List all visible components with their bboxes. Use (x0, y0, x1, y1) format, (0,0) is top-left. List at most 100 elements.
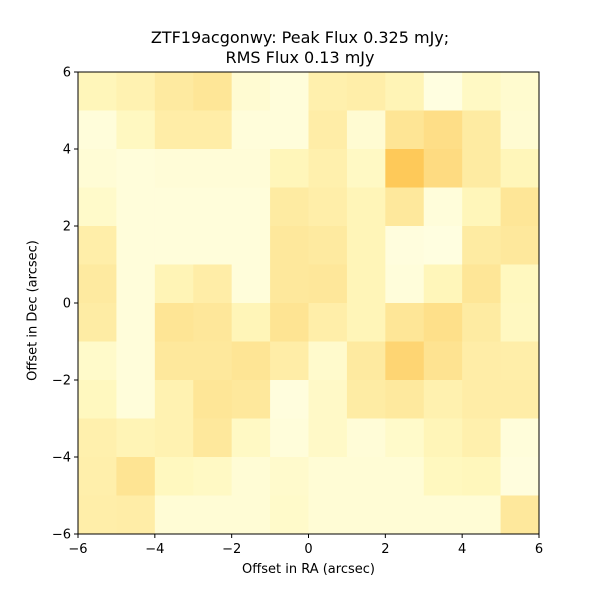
heatmap-cell (423, 187, 463, 227)
heatmap-cell (116, 226, 156, 265)
heatmap-cell (385, 303, 425, 342)
heatmap-cell (423, 226, 463, 265)
heatmap-cell (423, 495, 463, 535)
heatmap-cell (308, 303, 348, 342)
heatmap-cell (231, 187, 271, 227)
heatmap-cell (78, 457, 117, 496)
heatmap-cell (346, 149, 386, 188)
heatmap-cell (154, 457, 194, 496)
heatmap-cell (308, 149, 348, 188)
chart-title-line-1: ZTF19acgonwy: Peak Flux 0.325 mJy; (150, 28, 450, 47)
heatmap-cell (346, 264, 386, 304)
y-tick-label: 4 (63, 143, 71, 158)
y-tick-label: 2 (63, 220, 71, 235)
heatmap-cell (462, 303, 502, 342)
heatmap-cell (231, 149, 271, 188)
heatmap-cell (346, 226, 386, 265)
heatmap-cell (462, 149, 502, 188)
heatmap-cell (270, 264, 309, 304)
heatmap-cell (462, 418, 502, 458)
heatmap-cell (500, 110, 540, 150)
heatmap-cell (231, 418, 271, 458)
heatmap-cell (270, 457, 309, 496)
heatmap-cell (346, 110, 386, 150)
heatmap-cell (193, 341, 233, 381)
heatmap-cell (308, 226, 348, 265)
heatmap-cell (193, 418, 233, 458)
y-axis-label: Offset in Dec (arcsec) (25, 240, 41, 381)
heatmap-cell (308, 72, 348, 111)
heatmap-cell (231, 264, 271, 304)
x-tick-label: 6 (535, 542, 543, 557)
heatmap-cell (385, 187, 425, 227)
heatmap-cell (308, 341, 348, 381)
heatmap-cell (423, 418, 463, 458)
heatmap-cell (500, 457, 540, 496)
heatmap-cell (462, 110, 502, 150)
y-axis-ticks: −6 −4 −2 0 2 4 6 (52, 66, 78, 543)
heatmap-cell (270, 72, 309, 111)
heatmap-cell (154, 72, 194, 111)
heatmap-cell (78, 341, 117, 381)
heatmap-cell (270, 226, 309, 265)
heatmap-cell (116, 457, 156, 496)
heatmap-cell (423, 110, 463, 150)
heatmap-cell (500, 264, 540, 304)
heatmap-cell (154, 110, 194, 150)
y-tick-label: −4 (52, 451, 71, 466)
x-axis-ticks: −6 −4 −2 0 2 4 6 (68, 534, 543, 557)
heatmap-cell (423, 457, 463, 496)
heatmap-cell (270, 187, 309, 227)
y-tick-label: 6 (63, 66, 71, 81)
heatmap-cell (385, 418, 425, 458)
heatmap-cell (154, 418, 194, 458)
heatmap-cell (116, 149, 156, 188)
heatmap-cell (270, 380, 309, 419)
heatmap-cell (500, 303, 540, 342)
heatmap-cell (270, 110, 309, 150)
heatmap-cell (308, 187, 348, 227)
heatmap-cell (78, 303, 117, 342)
heatmap-cell (116, 264, 156, 304)
heatmap-cell (385, 72, 425, 111)
heatmap-cell (78, 110, 117, 150)
heatmap-cell (308, 495, 348, 535)
heatmap-cell (462, 495, 502, 535)
heatmap-cell (308, 110, 348, 150)
heatmap-cell (500, 341, 540, 381)
heatmap-cell (193, 149, 233, 188)
heatmap-cell (116, 187, 156, 227)
heatmap-cell (154, 495, 194, 535)
heatmap-cell (385, 341, 425, 381)
heatmap-cell (78, 149, 117, 188)
heatmap-cell (231, 110, 271, 150)
heatmap-cell (500, 380, 540, 419)
heatmap-cell (78, 495, 117, 535)
heatmap-cell (270, 495, 309, 535)
heatmap-cell (423, 380, 463, 419)
heatmap-cell (193, 187, 233, 227)
heatmap-cell (78, 380, 117, 419)
heatmap-cell (193, 264, 233, 304)
x-tick-label: −6 (68, 542, 87, 557)
heatmap-cell (385, 264, 425, 304)
heatmap-cell (78, 226, 117, 265)
heatmap-cell (231, 226, 271, 265)
heatmap-cell (231, 457, 271, 496)
heatmap-cell (270, 418, 309, 458)
heatmap-cell (462, 72, 502, 111)
heatmap-cell (385, 149, 425, 188)
heatmap-cell (346, 418, 386, 458)
heatmap-cell (346, 187, 386, 227)
heatmap-cell (78, 264, 117, 304)
heatmap-cell (500, 149, 540, 188)
heatmap-cell (116, 418, 156, 458)
heatmap-cell (308, 380, 348, 419)
heatmap-cell (423, 341, 463, 381)
heatmap-cell (500, 495, 540, 535)
heatmap-cell (193, 457, 233, 496)
heatmap-cell (462, 264, 502, 304)
heatmap-cell (270, 149, 309, 188)
heatmap-cell (385, 495, 425, 535)
